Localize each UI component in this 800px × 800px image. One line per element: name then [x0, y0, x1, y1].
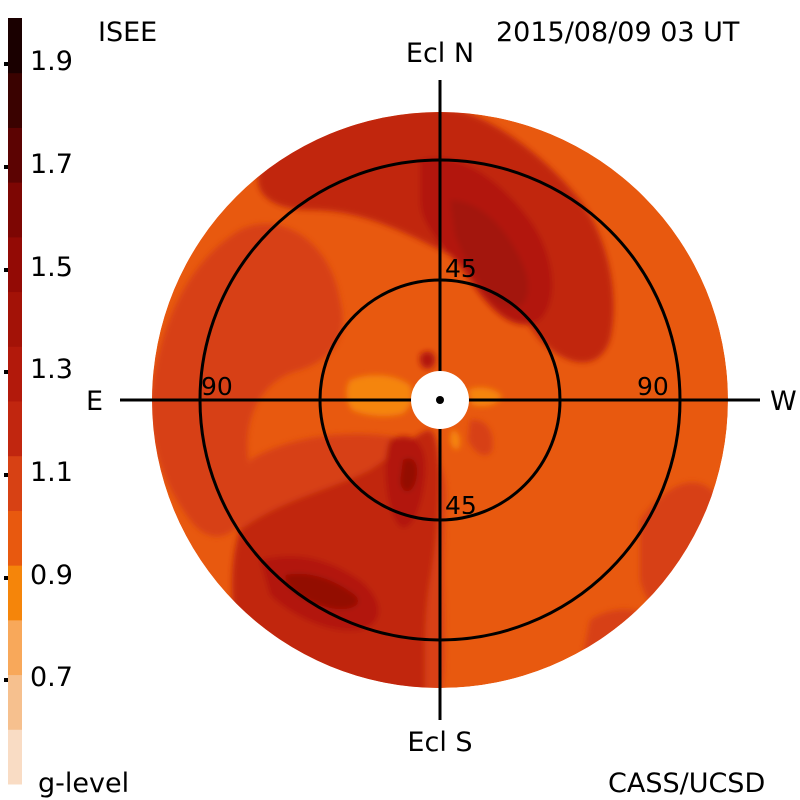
colorbar-segment-1	[8, 674, 22, 730]
ecliptic-south-label: Ecl S	[407, 727, 472, 758]
region-level-1-6-center	[400, 458, 418, 492]
east-label: E	[86, 386, 103, 417]
region-level-1-0-east	[346, 375, 412, 417]
colorbar-tick-1.3: 1.3	[30, 354, 73, 385]
colorbar-title: g-level	[38, 768, 129, 799]
region-level-1-4-small-north	[420, 351, 436, 369]
colorbar-segment-0	[8, 729, 22, 785]
sun-center-dot	[436, 396, 444, 404]
region-level-1-2-right-lower	[580, 609, 680, 680]
colorbar-segment-3	[8, 565, 22, 621]
credit-label: CASS/UCSD	[608, 768, 765, 799]
colorbar-tick-0.7: 0.7	[30, 662, 73, 693]
colorbar-tick-1.7: 1.7	[30, 149, 73, 180]
region-level-1-0-south	[450, 430, 461, 450]
west-label: W	[770, 386, 797, 417]
region-level-1-2-east-inner	[468, 419, 493, 456]
colorbar-segment-13	[8, 18, 22, 74]
colorbar-segment-4	[8, 510, 22, 566]
colorbar-segment-10	[8, 182, 22, 238]
colorbar-tick-labels: 1.9 1.7 1.5 1.3 1.1 0.9 0.7	[30, 46, 73, 693]
timestamp-label: 2015/08/09 03 UT	[496, 17, 740, 48]
elongation-label-45-south: 45	[445, 491, 477, 520]
region-level-1-2-west	[152, 223, 343, 537]
elongation-label-90-east: 90	[201, 372, 233, 401]
colorbar-segment-12	[8, 72, 22, 128]
colorbar-tick-1.9: 1.9	[30, 46, 73, 77]
source-label: ISEE	[98, 17, 157, 48]
colorbar-segment-2	[8, 619, 22, 676]
region-level-1-5-top	[450, 200, 529, 309]
colorbar-segment-6	[8, 401, 22, 457]
elongation-label-90-west: 90	[637, 372, 669, 401]
colorbar-tick-1.1: 1.1	[30, 457, 73, 488]
colorbar-tick-marks	[4, 62, 8, 682]
colorbar-segment-7	[8, 346, 22, 402]
colorbar-segment-8	[8, 291, 22, 347]
ecliptic-north-label: Ecl N	[406, 38, 474, 69]
colorbar-segment-5	[8, 455, 22, 511]
colorbar-tick-0.9: 0.9	[30, 560, 73, 591]
colorbar-segment-9	[8, 236, 22, 293]
elongation-label-45-north: 45	[445, 254, 477, 283]
colorbar-tick-1.5: 1.5	[30, 252, 73, 283]
colorbar-segment-11	[8, 127, 22, 183]
region-level-1-6-bottom	[285, 573, 359, 610]
g-level-colorbar	[8, 18, 22, 785]
